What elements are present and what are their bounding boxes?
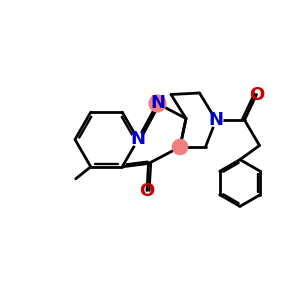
- Text: N: N: [208, 111, 224, 129]
- Circle shape: [172, 140, 188, 154]
- Circle shape: [131, 133, 145, 146]
- Text: O: O: [249, 85, 264, 103]
- Circle shape: [149, 95, 166, 112]
- Circle shape: [209, 113, 223, 127]
- Circle shape: [209, 113, 223, 127]
- Text: N: N: [130, 130, 146, 148]
- Text: O: O: [140, 182, 154, 200]
- Circle shape: [151, 97, 164, 110]
- Text: N: N: [150, 94, 165, 112]
